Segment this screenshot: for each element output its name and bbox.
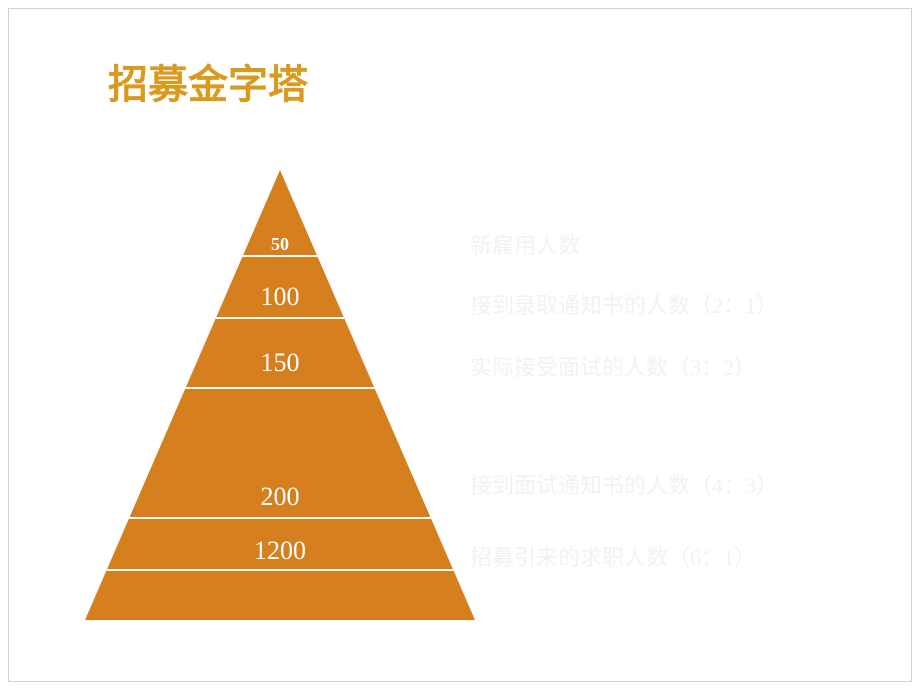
pyramid-level-description: 接到录取通知书的人数（2：1） xyxy=(470,288,778,320)
pyramid-level-description: 新雇用人数 xyxy=(470,228,580,260)
pyramid-level-value: 50 xyxy=(80,234,480,255)
pyramid-level-description: 接到面试通知书的人数（4：3） xyxy=(470,468,778,500)
pyramid-level-description: 实际接受面试的人数（3：2） xyxy=(470,350,756,382)
pyramid-level-description: 招募引来的求职人数（6：1） xyxy=(470,540,756,572)
pyramid-level-value: 1200 xyxy=(80,536,480,566)
pyramid-level-value: 150 xyxy=(80,348,480,378)
pyramid-level-value: 200 xyxy=(80,482,480,512)
pyramid-level-value: 100 xyxy=(80,282,480,312)
pyramid-diagram: 50 100 150 200 1200 xyxy=(80,170,480,650)
slide-title: 招募金字塔 xyxy=(108,52,308,110)
